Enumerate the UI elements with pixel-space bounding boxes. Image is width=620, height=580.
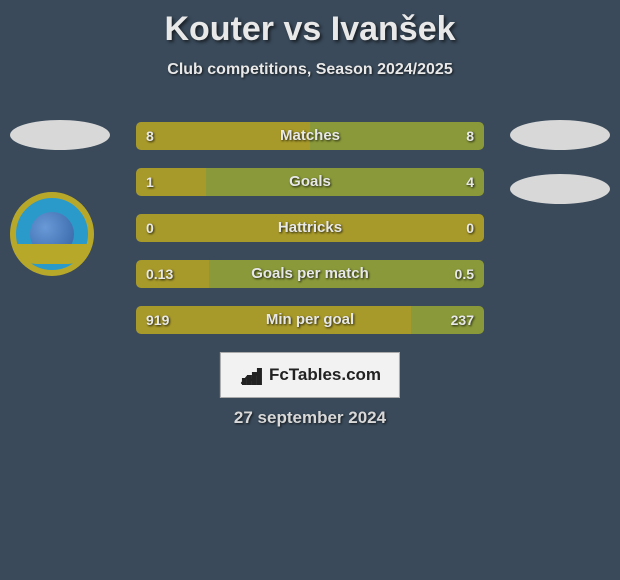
- stat-label: Matches: [136, 122, 484, 150]
- page-title: Kouter vs Ivanšek: [0, 0, 620, 49]
- subtitle: Club competitions, Season 2024/2025: [0, 61, 620, 79]
- stat-row: 0.13 Goals per match 0.5: [136, 260, 484, 288]
- chart-icon: [239, 363, 263, 387]
- stat-right-value: 0.5: [455, 260, 474, 288]
- player2-placeholder-ellipse-1: [510, 120, 610, 150]
- stat-row: 8 Matches 8: [136, 122, 484, 150]
- club-badge: [10, 192, 94, 276]
- left-decorations: [10, 120, 110, 276]
- comparison-bars: 8 Matches 8 1 Goals 4 0 Hattricks 0 0.13…: [136, 122, 484, 352]
- player1-placeholder-ellipse: [10, 120, 110, 150]
- player2-placeholder-ellipse-2: [510, 174, 610, 204]
- stat-right-value: 0: [466, 214, 474, 242]
- stat-right-value: 237: [451, 306, 474, 334]
- stat-label: Goals per match: [136, 260, 484, 288]
- stat-label: Min per goal: [136, 306, 484, 334]
- stat-label: Hattricks: [136, 214, 484, 242]
- brand-text: FcTables.com: [269, 365, 381, 385]
- badge-band: [16, 244, 88, 264]
- date-text: 27 september 2024: [0, 408, 620, 428]
- stat-row: 919 Min per goal 237: [136, 306, 484, 334]
- stat-label: Goals: [136, 168, 484, 196]
- stat-row: 0 Hattricks 0: [136, 214, 484, 242]
- stat-right-value: 4: [466, 168, 474, 196]
- stat-right-value: 8: [466, 122, 474, 150]
- right-decorations: [510, 120, 610, 228]
- stat-row: 1 Goals 4: [136, 168, 484, 196]
- brand-box: FcTables.com: [220, 352, 400, 398]
